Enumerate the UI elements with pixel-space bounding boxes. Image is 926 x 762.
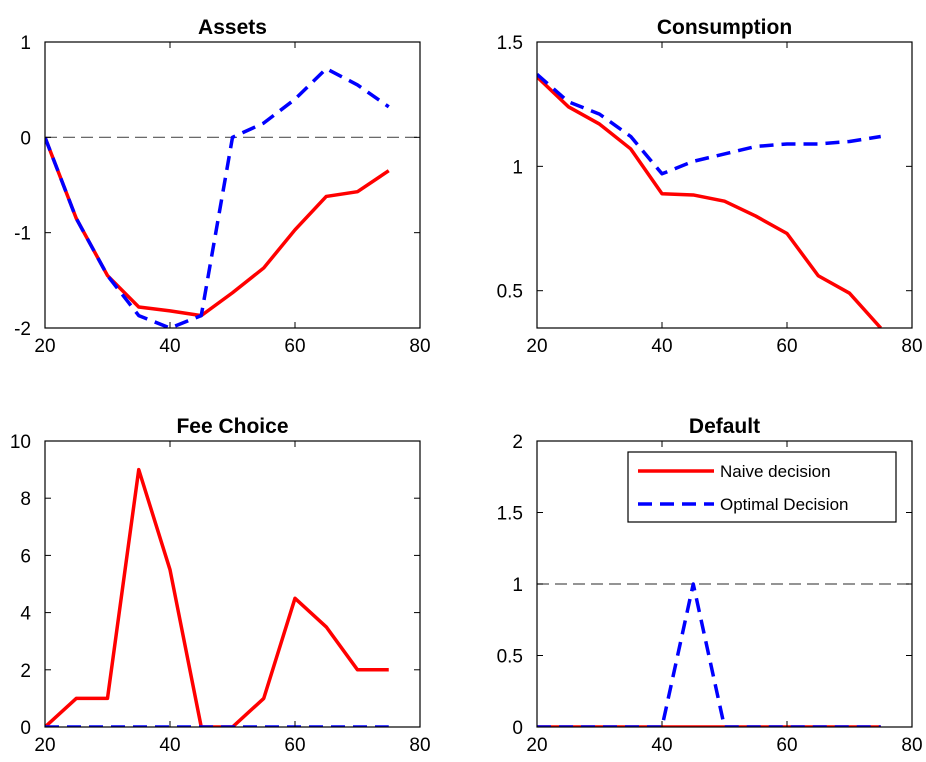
- chart-title: Default: [689, 415, 760, 438]
- y-tick-label: 1: [512, 575, 523, 596]
- x-tick-label: 20: [34, 336, 55, 357]
- x-tick-label: 40: [159, 336, 180, 357]
- y-tick-label: 0: [20, 718, 31, 739]
- x-tick-label: 60: [284, 735, 305, 756]
- y-tick-label: 0: [20, 128, 31, 149]
- axes-box: [44, 41, 421, 329]
- x-tick-label: 60: [284, 336, 305, 357]
- x-tick-label: 20: [526, 735, 547, 756]
- y-tick-label: 6: [20, 546, 31, 567]
- y-tick-label: 2: [20, 661, 31, 682]
- y-tick-label: -2: [14, 319, 31, 340]
- chart-title: Assets: [198, 16, 267, 39]
- x-tick-label: 80: [409, 336, 430, 357]
- y-tick-label: 10: [10, 432, 31, 453]
- y-tick-label: 0.5: [497, 647, 523, 668]
- x-tick-label: 80: [901, 336, 922, 357]
- x-tick-label: 20: [34, 735, 55, 756]
- x-tick-label: 40: [159, 735, 180, 756]
- x-tick-label: 80: [901, 735, 922, 756]
- x-tick-label: 40: [651, 735, 672, 756]
- y-tick-label: 0: [512, 718, 523, 739]
- x-tick-label: 20: [526, 336, 547, 357]
- chart-title: Consumption: [657, 16, 792, 39]
- series-line-naive: [537, 75, 883, 328]
- panel-fee-choice: Fee Choice 20 40 60 80 0 2 4 6 8 10: [10, 415, 431, 756]
- panel-assets: Assets 20 40 60 80 -2 -1 0 1: [14, 16, 430, 357]
- legend-label-naive: Naive decision: [720, 462, 831, 481]
- panel-default: Default 20 40 60 80 0 0.5 1 1.5 2: [497, 415, 923, 756]
- series-line-optimal: [45, 66, 390, 328]
- series-line-optimal: [537, 73, 882, 176]
- y-tick-label: 8: [20, 489, 31, 510]
- panel-consumption: Consumption 20 40 60 80 0.5 1 1.5: [497, 16, 923, 357]
- legend-box: [627, 451, 897, 523]
- x-tick-label: 80: [409, 735, 430, 756]
- y-tick-label: 1: [20, 33, 31, 54]
- chart-title: Fee Choice: [176, 415, 288, 438]
- x-tick-label: 40: [651, 336, 672, 357]
- y-tick-label: 2: [512, 432, 523, 453]
- axes-box: [536, 41, 913, 329]
- y-tick-label: 1.5: [497, 33, 523, 54]
- y-tick-label: 1.5: [497, 504, 523, 525]
- y-tick-label: 4: [20, 604, 31, 625]
- y-tick-label: 0.5: [497, 282, 523, 303]
- x-tick-label: 60: [776, 336, 797, 357]
- y-tick-label: -1: [14, 224, 31, 245]
- series-line-optimal: [537, 582, 881, 727]
- legend-label-optimal: Optimal Decision: [720, 495, 849, 514]
- x-tick-label: 60: [776, 735, 797, 756]
- legend: Naive decision Optimal Decision: [627, 451, 897, 523]
- series-line-naive: [45, 467, 389, 727]
- y-tick-label: 1: [512, 157, 523, 178]
- axes-box: [44, 440, 421, 728]
